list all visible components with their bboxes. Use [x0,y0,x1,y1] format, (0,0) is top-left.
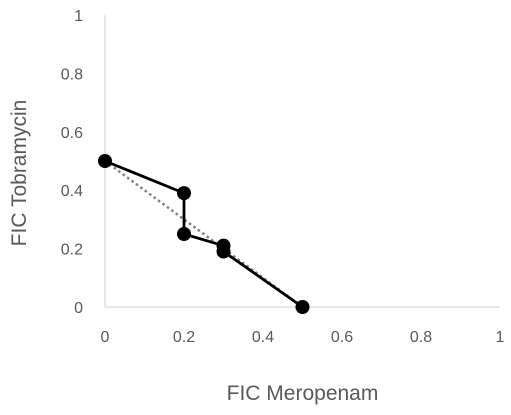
data-point [216,244,231,259]
data-point [177,186,191,201]
data-point [177,227,191,241]
axes [104,15,500,308]
x-tick-label: 0 [101,329,110,346]
y-tick-label: 0.6 [61,125,83,142]
y-tick-label: 0.4 [61,183,83,200]
y-tick-label: 0.8 [61,66,83,83]
x-tick-label: 1 [496,329,505,346]
y-axis-title: FIC Tobramycin [8,100,31,247]
x-tick-label: 0.2 [173,329,195,346]
x-tick-labels: 0 0.2 0.4 0.6 0.8 1 [101,329,505,346]
x-tick-label: 0.6 [331,329,353,346]
y-tick-label: 0 [74,300,83,317]
data-point [295,300,310,314]
x-tick-label: 0.4 [252,329,274,346]
x-tick-label: 0.8 [410,329,432,346]
data-point [98,154,112,168]
series-line [104,159,304,309]
y-tick-label: 1 [74,8,83,25]
x-axis-title: FIC Meropenam [227,382,379,405]
series-layer [98,154,310,314]
y-tick-label: 0.2 [61,242,83,259]
y-tick-labels: 0 0.2 0.4 0.6 0.8 1 [61,8,83,317]
